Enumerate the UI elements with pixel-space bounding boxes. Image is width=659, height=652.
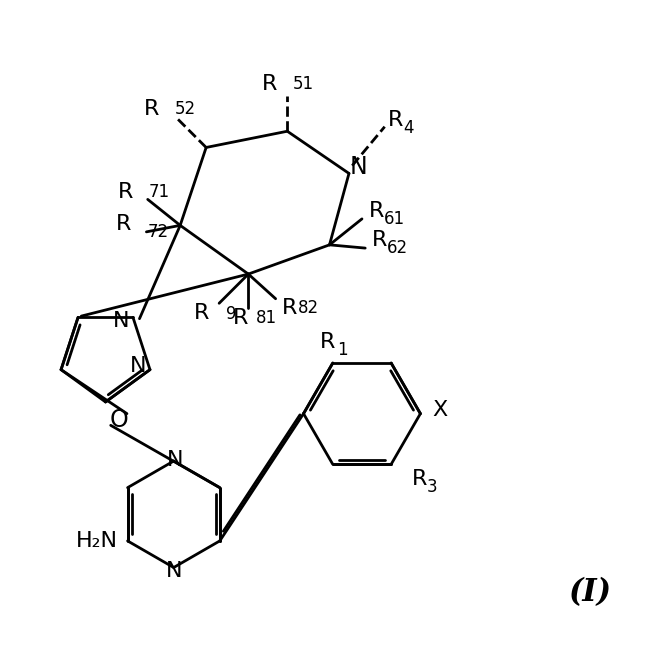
Text: R: R xyxy=(320,333,335,352)
Text: 51: 51 xyxy=(293,76,314,93)
Text: 3: 3 xyxy=(427,478,438,496)
Text: N: N xyxy=(113,310,130,331)
Text: 1: 1 xyxy=(337,341,348,359)
Text: 71: 71 xyxy=(149,183,170,201)
Text: N: N xyxy=(167,450,183,469)
Text: 4: 4 xyxy=(403,119,414,137)
Text: R: R xyxy=(282,298,297,318)
Text: R: R xyxy=(372,230,387,250)
Text: X: X xyxy=(432,400,447,421)
Text: R: R xyxy=(194,303,210,323)
Text: R: R xyxy=(388,110,403,130)
Text: R: R xyxy=(233,308,248,328)
Text: 62: 62 xyxy=(387,239,409,257)
Text: R: R xyxy=(262,74,277,95)
Text: N: N xyxy=(130,357,146,376)
Text: 61: 61 xyxy=(384,210,405,228)
Text: R: R xyxy=(368,201,384,221)
Text: 72: 72 xyxy=(148,223,169,241)
Text: 9: 9 xyxy=(225,305,236,323)
Text: R: R xyxy=(118,182,133,201)
Text: 82: 82 xyxy=(298,299,319,317)
Text: N: N xyxy=(350,155,368,179)
Text: H₂N: H₂N xyxy=(76,531,118,551)
Text: R: R xyxy=(115,214,131,234)
Text: R: R xyxy=(412,469,427,488)
Text: O: O xyxy=(109,408,128,432)
Text: N: N xyxy=(165,561,182,581)
Text: (I): (I) xyxy=(567,576,611,608)
Text: 81: 81 xyxy=(256,309,277,327)
Text: R: R xyxy=(144,98,159,119)
Text: 52: 52 xyxy=(175,100,196,117)
